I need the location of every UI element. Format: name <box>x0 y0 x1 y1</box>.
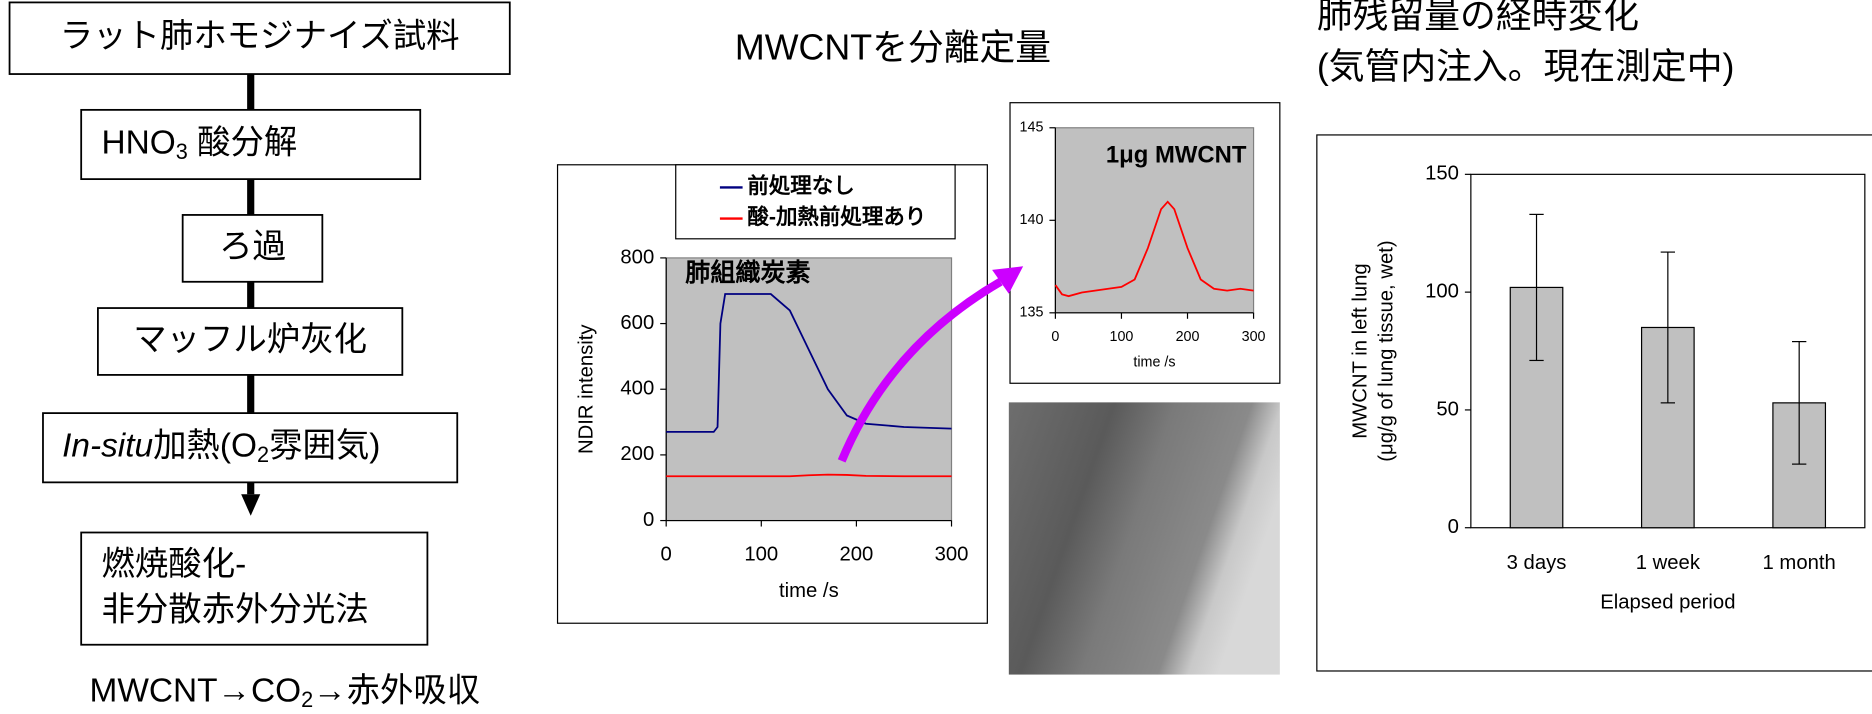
y-tick-label: 50 <box>1436 398 1459 420</box>
x-tick-label: 200 <box>839 543 873 565</box>
x-tick-label: 3 days <box>1507 552 1567 574</box>
slide: ラット肺ホモジナイズ試料 HNO3 酸分解ろ過マッフル炉灰化 In-situ加熱(O… <box>0 0 1872 714</box>
text-run: HNO <box>101 124 175 161</box>
rich-text: ラット肺ホモジナイズ試料 <box>60 18 460 55</box>
flow-arrowhead <box>241 494 260 515</box>
rich-text: ろ過 <box>219 228 286 265</box>
legend-label: 前処理なし <box>747 173 854 198</box>
rich-text: In-situ加熱(O2雰囲気) <box>62 428 380 467</box>
text-run: ラット肺ホモジナイズ試料 <box>60 18 460 55</box>
rich-text: HNO3 酸分解 <box>101 124 297 163</box>
plot-area <box>666 258 951 521</box>
text-run: 燃焼酸化- <box>101 546 246 583</box>
tem-image <box>1009 402 1280 674</box>
text-run: ろ過 <box>219 228 286 265</box>
y-tick-label: 600 <box>620 312 654 334</box>
text-run: 非分散赤外分光法 <box>101 591 368 628</box>
y-tick-label: 400 <box>620 378 654 400</box>
text-run: 2 <box>257 442 269 467</box>
chart-title: 肺残留量の経時変化 <box>1317 0 1639 35</box>
x-axis-label: time /s <box>1133 355 1175 371</box>
y-tick-label: 135 <box>1020 305 1044 321</box>
text-run: MWCNT→CO <box>90 672 302 709</box>
text-run: 酸分解 <box>188 124 298 161</box>
y-tick-label: 145 <box>1020 120 1044 136</box>
annotation: 1μg MWCNT <box>1106 142 1247 169</box>
y-axis-label: MWCNT in left lung <box>1349 263 1371 438</box>
x-tick-label: 0 <box>661 543 672 565</box>
y-axis-label: (μg/g of lung tissue, wet) <box>1376 240 1398 461</box>
text-run: →赤外吸収 <box>313 672 480 709</box>
x-tick-label: 1 month <box>1763 552 1836 574</box>
text-run: 3 <box>176 139 188 164</box>
x-tick-label: 0 <box>1051 329 1059 345</box>
text-run: 加熱(O <box>153 428 257 465</box>
y-tick-label: 140 <box>1020 212 1044 228</box>
x-axis-label: time /s <box>779 580 839 602</box>
legend-label: 酸-加熱前処理あり <box>747 204 926 229</box>
x-axis-label: Elapsed period <box>1600 591 1735 613</box>
rich-text: MWCNT→CO2→赤外吸収 <box>90 672 481 711</box>
y-axis-label: NDIR intensity <box>576 324 598 454</box>
x-tick-label: 100 <box>744 543 778 565</box>
y-tick-label: 0 <box>643 509 654 531</box>
text-run: 雰囲気) <box>269 428 380 465</box>
rich-text: 燃焼酸化- <box>101 546 246 583</box>
y-tick-label: 200 <box>620 443 654 465</box>
annotation: 肺組織炭素 <box>685 258 810 287</box>
x-tick-label: 1 week <box>1636 552 1701 574</box>
y-tick-label: 100 <box>1425 280 1459 302</box>
text-run: マッフル炉灰化 <box>133 321 367 358</box>
rich-text: 非分散赤外分光法 <box>101 591 368 628</box>
x-tick-label: 300 <box>1242 329 1266 345</box>
x-tick-label: 200 <box>1176 329 1200 345</box>
y-tick-label: 800 <box>620 246 654 268</box>
text-run: 2 <box>301 687 313 712</box>
text-run: In-situ <box>62 428 153 465</box>
section-title: MWCNTを分離定量 <box>735 28 1051 68</box>
y-tick-label: 0 <box>1448 516 1459 538</box>
x-tick-label: 100 <box>1110 329 1134 345</box>
y-tick-label: 150 <box>1425 163 1459 185</box>
chart-title: (気管内注入。現在測定中) <box>1317 47 1735 87</box>
x-tick-label: 300 <box>935 543 969 565</box>
rich-text: マッフル炉灰化 <box>133 321 367 358</box>
